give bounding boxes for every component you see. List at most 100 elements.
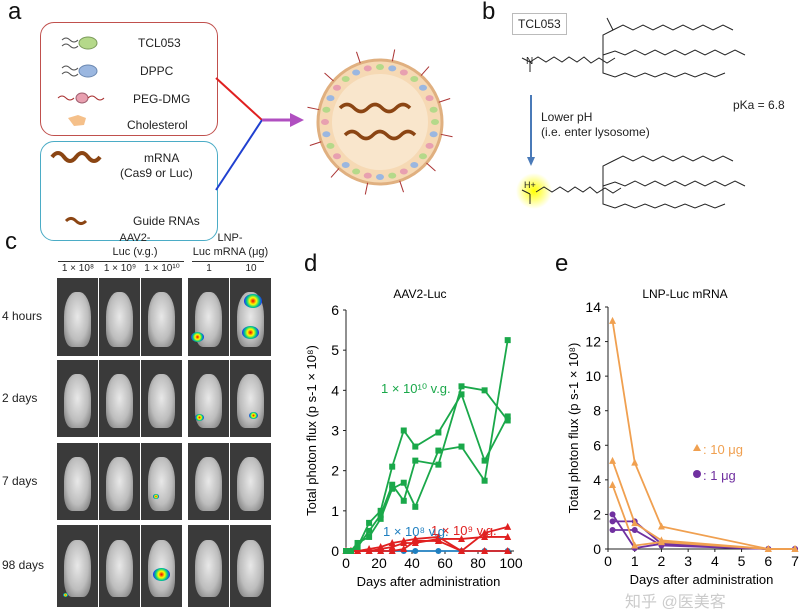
x-tick-label: 0 xyxy=(342,555,350,571)
data-point xyxy=(377,515,384,522)
mouse-image xyxy=(141,278,182,356)
lipid-head xyxy=(399,168,408,175)
series-line xyxy=(346,339,509,552)
data-point xyxy=(354,543,361,550)
data-point xyxy=(388,547,396,554)
mrna-icon xyxy=(50,151,102,163)
data-point xyxy=(481,477,488,484)
mouse-image xyxy=(188,360,229,437)
mouse-image xyxy=(188,443,229,520)
peg-chain xyxy=(364,182,369,195)
x-tick-label: 100 xyxy=(499,555,523,571)
data-point xyxy=(609,481,617,489)
panel-label-a: a xyxy=(8,0,22,25)
luminescence-signal xyxy=(152,567,170,581)
data-point xyxy=(504,337,511,344)
y-tick-label: 4 xyxy=(593,472,601,488)
lipid-head xyxy=(321,119,329,125)
peg-chain xyxy=(438,97,451,103)
data-point xyxy=(764,545,772,552)
condition-line2: (i.e. enter lysosome) xyxy=(541,125,650,139)
mouse-image xyxy=(141,525,182,607)
pka-value: pKa = 6.8 xyxy=(733,98,785,112)
data-point xyxy=(388,538,396,546)
data-point xyxy=(412,548,419,554)
data-point xyxy=(631,541,639,549)
amine-n: N xyxy=(526,56,534,67)
cargo-box xyxy=(40,141,218,241)
mouse-image xyxy=(230,443,271,520)
peg-chain xyxy=(420,66,430,76)
condition-line1: Lower pH xyxy=(541,110,593,124)
data-point xyxy=(377,511,384,518)
lipid-head xyxy=(363,65,372,72)
column-header: 10 xyxy=(245,263,257,274)
data-point xyxy=(458,534,465,542)
series-label: 1 × 10¹⁰ v.g. xyxy=(381,381,451,396)
y-tick-label: 2 xyxy=(593,506,601,522)
series-line xyxy=(611,484,795,550)
data-point xyxy=(609,526,616,533)
lipid-head xyxy=(332,84,341,91)
mouse-image xyxy=(99,360,140,437)
data-point xyxy=(504,413,511,420)
lipid-head xyxy=(376,64,384,70)
data-point xyxy=(434,536,442,544)
component-dppc: DPPC xyxy=(140,64,174,78)
luminescence-signal xyxy=(191,331,205,342)
lipid-head xyxy=(425,95,434,102)
x-axis-label: Days after administration xyxy=(630,572,774,587)
mouse-image xyxy=(230,278,271,356)
panel-label-b: b xyxy=(482,0,496,25)
data-point xyxy=(481,457,488,464)
peg-chain xyxy=(355,51,361,64)
lipid-head xyxy=(388,172,397,179)
data-point xyxy=(388,542,396,550)
data-point xyxy=(366,519,373,526)
data-point xyxy=(609,518,616,525)
lipid-head xyxy=(410,75,419,82)
x-tick-label: 7 xyxy=(791,553,799,569)
data-point xyxy=(400,538,408,546)
lipid-head xyxy=(332,153,341,160)
chart-title: AAV2-Luc xyxy=(393,287,446,301)
peg-chain xyxy=(309,141,322,147)
lipid-head xyxy=(352,69,361,76)
y-tick-label: 3 xyxy=(331,423,339,439)
data-point xyxy=(657,538,665,546)
mouse-image xyxy=(230,360,271,437)
lipid-head xyxy=(388,65,397,72)
mouse-image xyxy=(99,443,140,520)
data-point xyxy=(657,522,665,530)
row-label: 2 days xyxy=(2,390,38,405)
luminescence-signal xyxy=(63,592,69,597)
lipid-head xyxy=(425,142,434,149)
y-tick-label: 10 xyxy=(585,368,601,384)
column-header: 1 xyxy=(206,263,212,274)
y-tick-label: 0 xyxy=(593,541,601,557)
row-label: 7 days xyxy=(2,473,38,488)
x-tick-label: 4 xyxy=(711,553,719,569)
legend-marker xyxy=(693,444,701,451)
x-tick-label: 0 xyxy=(604,553,612,569)
y-tick-label: 14 xyxy=(585,299,601,315)
data-point xyxy=(365,547,373,554)
x-axis-label: Days after administration xyxy=(357,574,501,589)
data-point xyxy=(389,463,396,470)
data-point xyxy=(400,479,407,486)
mouse-image xyxy=(188,278,229,356)
compound-name: TCL053 xyxy=(512,13,567,35)
series-label: : 1 μg xyxy=(703,468,736,483)
mouse-image xyxy=(57,278,98,356)
data-point xyxy=(366,533,373,540)
series-label: 1 × 10⁸ v.g. xyxy=(383,524,449,539)
x-tick-label: 5 xyxy=(738,553,746,569)
component-cholesterol: Cholesterol xyxy=(127,118,188,132)
data-point xyxy=(366,527,373,534)
cargo-mrna-sub: (Cas9 or Luc) xyxy=(120,166,193,180)
y-tick-label: 6 xyxy=(331,302,339,318)
cholesterol-icon xyxy=(68,115,86,126)
data-point xyxy=(400,544,408,552)
x-tick-label: 20 xyxy=(371,555,387,571)
